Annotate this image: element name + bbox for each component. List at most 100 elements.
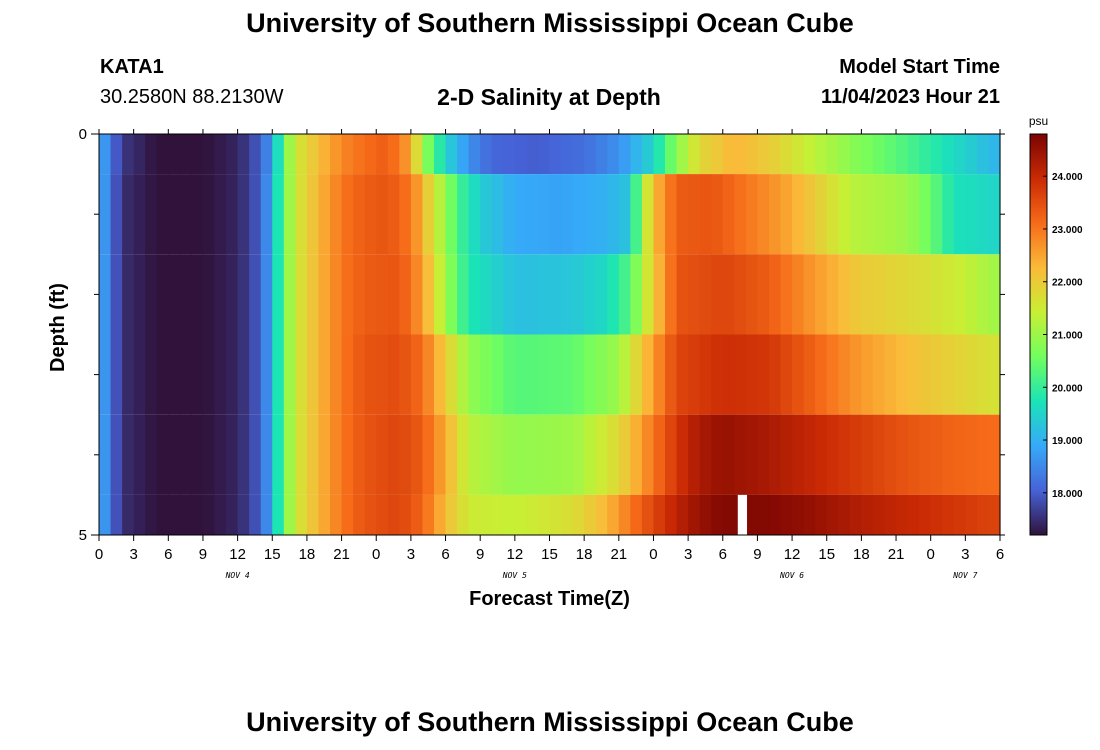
heatmap-cell [665, 414, 678, 495]
heatmap-cell [688, 174, 701, 255]
heatmap-cell [376, 494, 389, 535]
heatmap-cell [468, 134, 481, 175]
heatmap-cell [896, 174, 909, 255]
heatmap-cell [110, 134, 123, 175]
heatmap-cell [861, 414, 874, 495]
heatmap-cell [422, 334, 435, 415]
x-tick-label: 9 [199, 546, 207, 563]
x-tick-label: 0 [649, 546, 657, 563]
heatmap-cell [953, 414, 966, 495]
heatmap-cell [410, 414, 424, 495]
heatmap-cell [514, 494, 527, 535]
heatmap-cell [272, 174, 285, 255]
heatmap-cell [930, 254, 943, 335]
heatmap-cell [768, 334, 782, 415]
heatmap-cell [364, 134, 377, 175]
heatmap-cell [768, 134, 782, 175]
heatmap-cell [387, 494, 400, 535]
heatmap-cell [942, 254, 955, 335]
heatmap-cell [306, 414, 320, 495]
heatmap-cell [711, 134, 724, 175]
heatmap-cell [318, 134, 331, 175]
heatmap-cell [168, 334, 181, 415]
heatmap-cell [191, 334, 204, 415]
heatmap-cell [896, 494, 909, 535]
heatmap-cell [99, 134, 112, 175]
heatmap-cell [353, 134, 366, 175]
heatmap-cell [376, 134, 389, 175]
heatmap-cell [191, 174, 204, 255]
heatmap-cell [561, 414, 574, 495]
heatmap-cell [803, 414, 816, 495]
heatmap-cell [272, 334, 285, 415]
heatmap-cell [641, 134, 655, 175]
heatmap-cell [572, 414, 585, 495]
heatmap-cell [849, 334, 862, 415]
heatmap-cell [226, 494, 239, 535]
heatmap-cell [861, 334, 874, 415]
heatmap-cell [410, 254, 424, 335]
heatmap-cell [133, 254, 146, 335]
heatmap-cell [641, 254, 655, 335]
heatmap-cell [503, 174, 516, 255]
heatmap-cell [584, 334, 597, 415]
heatmap-cell [745, 134, 759, 175]
day-label: NOV 6 [779, 571, 804, 580]
heatmap-cell [295, 134, 308, 175]
heatmap-cell [445, 494, 458, 535]
heatmap-cell [711, 254, 724, 335]
heatmap-cell [976, 134, 990, 175]
heatmap-cell [826, 174, 839, 255]
heatmap-cell [537, 254, 551, 335]
heatmap-cell [330, 134, 343, 175]
heatmap-cell [295, 174, 308, 255]
heatmap-cell [399, 334, 412, 415]
heatmap-cell [99, 414, 112, 495]
heatmap-cell [826, 414, 839, 495]
heatmap-cell [826, 134, 839, 175]
heatmap-cell [514, 414, 527, 495]
y-tick-label: 0 [79, 126, 87, 143]
heatmap-cell [526, 414, 539, 495]
heatmap-cell [503, 254, 516, 335]
heatmap-cell [872, 414, 886, 495]
heatmap-cell [399, 254, 412, 335]
heatmap-cell [757, 334, 770, 415]
heatmap-cell [445, 334, 458, 415]
heatmap-cell [688, 414, 701, 495]
heatmap-cell [711, 334, 724, 415]
heatmap-cell [942, 134, 955, 175]
heatmap-cell [468, 254, 481, 335]
heatmap-cell [226, 334, 239, 415]
heatmap-cell [815, 414, 828, 495]
colorbar-ticks: 18.000 19.000 20.000 21.000 22.000 23.000 24.0… [1043, 172, 1083, 500]
heatmap-cell [780, 174, 793, 255]
heatmap-cell [561, 134, 574, 175]
model-start-time: 11/04/2023 Hour 21 [820, 86, 1000, 108]
heatmap-cell [676, 134, 689, 175]
heatmap-cell [953, 174, 966, 255]
heatmap-cell [318, 334, 331, 415]
heatmap-cell [641, 414, 655, 495]
heatmap-cell [214, 174, 227, 255]
x-tick-label: 18 [299, 546, 316, 563]
x-tick-label: 15 [818, 546, 835, 563]
heatmap-cell [145, 334, 158, 415]
heatmap-cell [757, 174, 770, 255]
heatmap-cell [907, 254, 920, 335]
heatmap-cell [480, 334, 493, 415]
heatmap-cell [168, 254, 181, 335]
heatmap-cell [780, 494, 793, 535]
x-tick-label: 12 [507, 546, 524, 563]
x-tick-label: 3 [129, 546, 137, 563]
heatmap-cell [618, 174, 631, 255]
heatmap-cell [872, 254, 886, 335]
heatmap-cell [145, 494, 158, 535]
heatmap-cell [468, 334, 481, 415]
day-label: NOV 7 [952, 571, 977, 580]
heatmap-cell [618, 334, 631, 415]
heatmap-cell [942, 174, 955, 255]
heatmap-cell [688, 134, 701, 175]
heatmap-cell [768, 414, 782, 495]
heatmap-cell [179, 254, 193, 335]
